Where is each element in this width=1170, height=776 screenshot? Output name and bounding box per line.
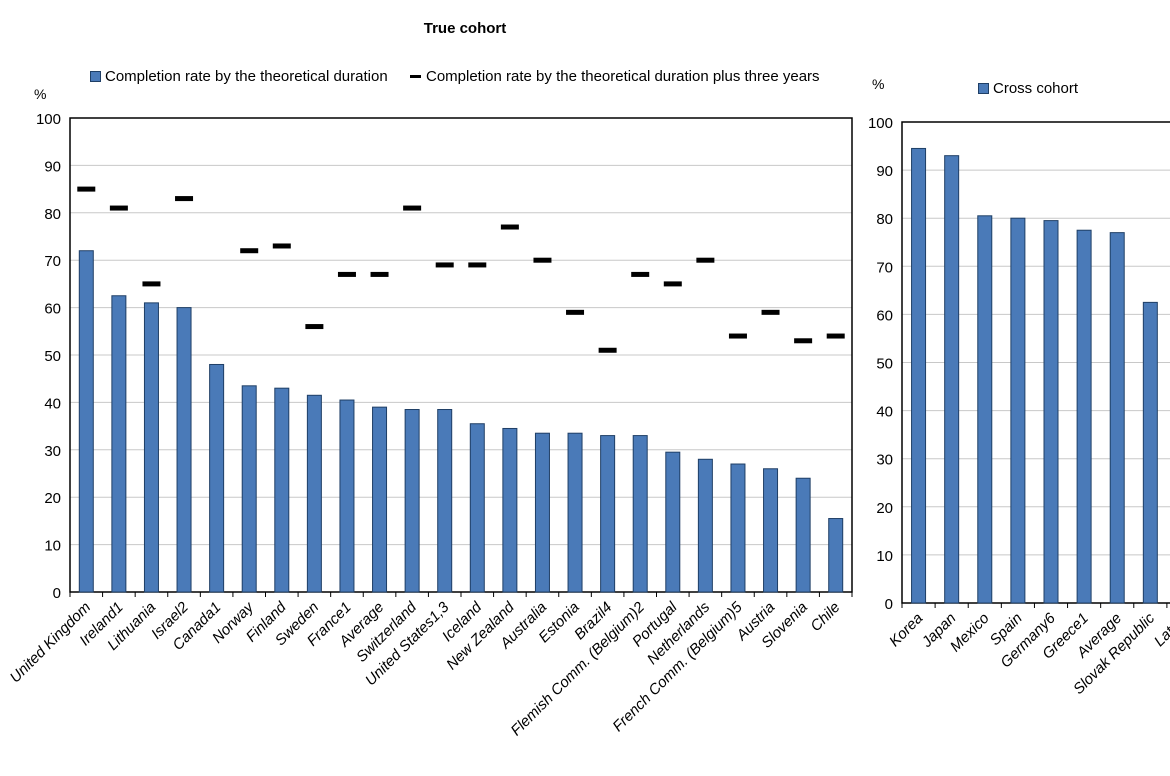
true-cohort-marker	[403, 205, 422, 211]
true-cohort-marker	[500, 224, 519, 230]
true-cohort-y-tick-label: 20	[44, 490, 61, 507]
cross-cohort-y-tick-label: 100	[868, 115, 893, 132]
true-cohort-bar	[274, 387, 290, 593]
true-cohort-bar	[632, 435, 648, 593]
cross-cohort-y-tick-label: 0	[885, 596, 893, 613]
legend-item-cross: Cross cohort	[978, 80, 1078, 97]
legend-label-bar: Completion rate by the theoretical durat…	[105, 68, 388, 85]
y-unit-label-left: %	[34, 86, 47, 102]
true-cohort-bar	[339, 399, 355, 593]
true-cohort-marker	[337, 271, 356, 277]
cross-cohort-y-tick-label: 90	[876, 163, 893, 180]
true-cohort-y-tick-label: 80	[44, 206, 61, 223]
true-cohort-marker	[598, 347, 617, 353]
cross-cohort-bar	[1076, 229, 1092, 604]
true-cohort-x-tick-label: Chile	[807, 599, 843, 635]
cross-cohort-x-tick-label: Korea	[886, 610, 926, 650]
true-cohort-bar	[372, 406, 388, 593]
true-cohort-marker	[566, 309, 585, 315]
true-cohort-y-tick-label: 0	[53, 585, 61, 602]
true-cohort-bar	[111, 295, 127, 593]
true-cohort-bar	[437, 409, 453, 593]
cross-cohort-bar	[1142, 301, 1158, 604]
true-cohort-bar	[730, 463, 746, 593]
true-cohort-marker	[305, 324, 324, 330]
legend-item-marker: Completion rate by the theoretical durat…	[410, 68, 820, 85]
true-cohort-y-tick-label: 10	[44, 538, 61, 555]
true-cohort-bar	[404, 409, 420, 593]
true-cohort-marker	[240, 248, 259, 254]
true-cohort-y-tick-label: 50	[44, 348, 61, 365]
true-cohort-marker	[435, 262, 454, 268]
true-cohort-marker	[663, 281, 682, 287]
true-cohort-bar	[469, 423, 485, 593]
true-cohort-bar	[828, 518, 844, 593]
cross-cohort-bar	[1109, 232, 1125, 604]
legend-swatch-cross	[978, 83, 989, 94]
y-unit-label-right: %	[872, 76, 885, 92]
true-cohort-bar	[78, 250, 94, 593]
cross-cohort-y-tick-label: 20	[876, 500, 893, 517]
true-cohort-y-tick-label: 70	[44, 253, 61, 270]
true-cohort-bar	[795, 477, 811, 593]
true-cohort-marker	[631, 271, 650, 277]
legend-swatch-bar	[90, 71, 101, 82]
cross-cohort-x-tick-label: Latvia	[1151, 610, 1170, 650]
true-cohort-bar	[306, 394, 322, 593]
cross-cohort-bar	[1010, 217, 1026, 604]
cross-cohort-y-tick-label: 40	[876, 404, 893, 421]
true-cohort-bar	[600, 435, 616, 593]
true-cohort-bar	[665, 451, 681, 593]
true-cohort-marker	[109, 205, 128, 211]
cross-cohort-y-tick-label: 70	[876, 259, 893, 276]
true-cohort-marker	[794, 338, 813, 344]
true-cohort-y-tick-label: 30	[44, 443, 61, 460]
true-cohort-y-tick-label: 60	[44, 301, 61, 318]
true-cohort-bar	[502, 427, 518, 593]
true-cohort-bar	[697, 458, 713, 593]
true-cohort-marker	[175, 196, 194, 202]
true-cohort-marker	[696, 257, 715, 263]
true-cohort-marker	[77, 186, 96, 192]
true-cohort-marker	[272, 243, 291, 249]
true-cohort-bar	[763, 468, 779, 593]
true-cohort-marker	[728, 333, 747, 339]
true-cohort-y-tick-label: 40	[44, 395, 61, 412]
cross-cohort-bar	[911, 147, 927, 604]
cross-cohort-bar	[977, 215, 993, 604]
true-cohort-marker	[533, 257, 552, 263]
cross-cohort-y-tick-label: 80	[876, 211, 893, 228]
legend-label-marker: Completion rate by the theoretical durat…	[426, 68, 820, 85]
cross-cohort-bar	[1043, 220, 1059, 604]
true-cohort-marker	[468, 262, 487, 268]
cross-cohort-y-tick-label: 30	[876, 452, 893, 469]
true-cohort-bar	[567, 432, 583, 593]
true-cohort-marker	[826, 333, 845, 339]
true-cohort-bar	[143, 302, 159, 593]
true-cohort-bar	[241, 385, 257, 593]
cross-cohort-bar	[944, 155, 960, 604]
cross-cohort-y-tick-label: 60	[876, 307, 893, 324]
true-cohort-bar	[209, 363, 225, 593]
cross-cohort-y-tick-label: 50	[876, 356, 893, 373]
true-cohort-marker	[761, 309, 780, 315]
true-cohort-bar	[176, 307, 192, 593]
true-cohort-y-tick-label: 90	[44, 158, 61, 175]
legend-label-cross: Cross cohort	[993, 80, 1079, 97]
chart-title: True cohort	[423, 20, 507, 37]
true-cohort-y-tick-label: 100	[36, 111, 61, 128]
true-cohort-marker	[370, 271, 389, 277]
true-cohort-bar	[534, 432, 550, 593]
legend-swatch-marker	[410, 75, 421, 78]
legend-item-bar: Completion rate by the theoretical durat…	[90, 68, 388, 85]
cross-cohort-y-tick-label: 10	[876, 548, 893, 565]
true-cohort-marker	[142, 281, 161, 287]
